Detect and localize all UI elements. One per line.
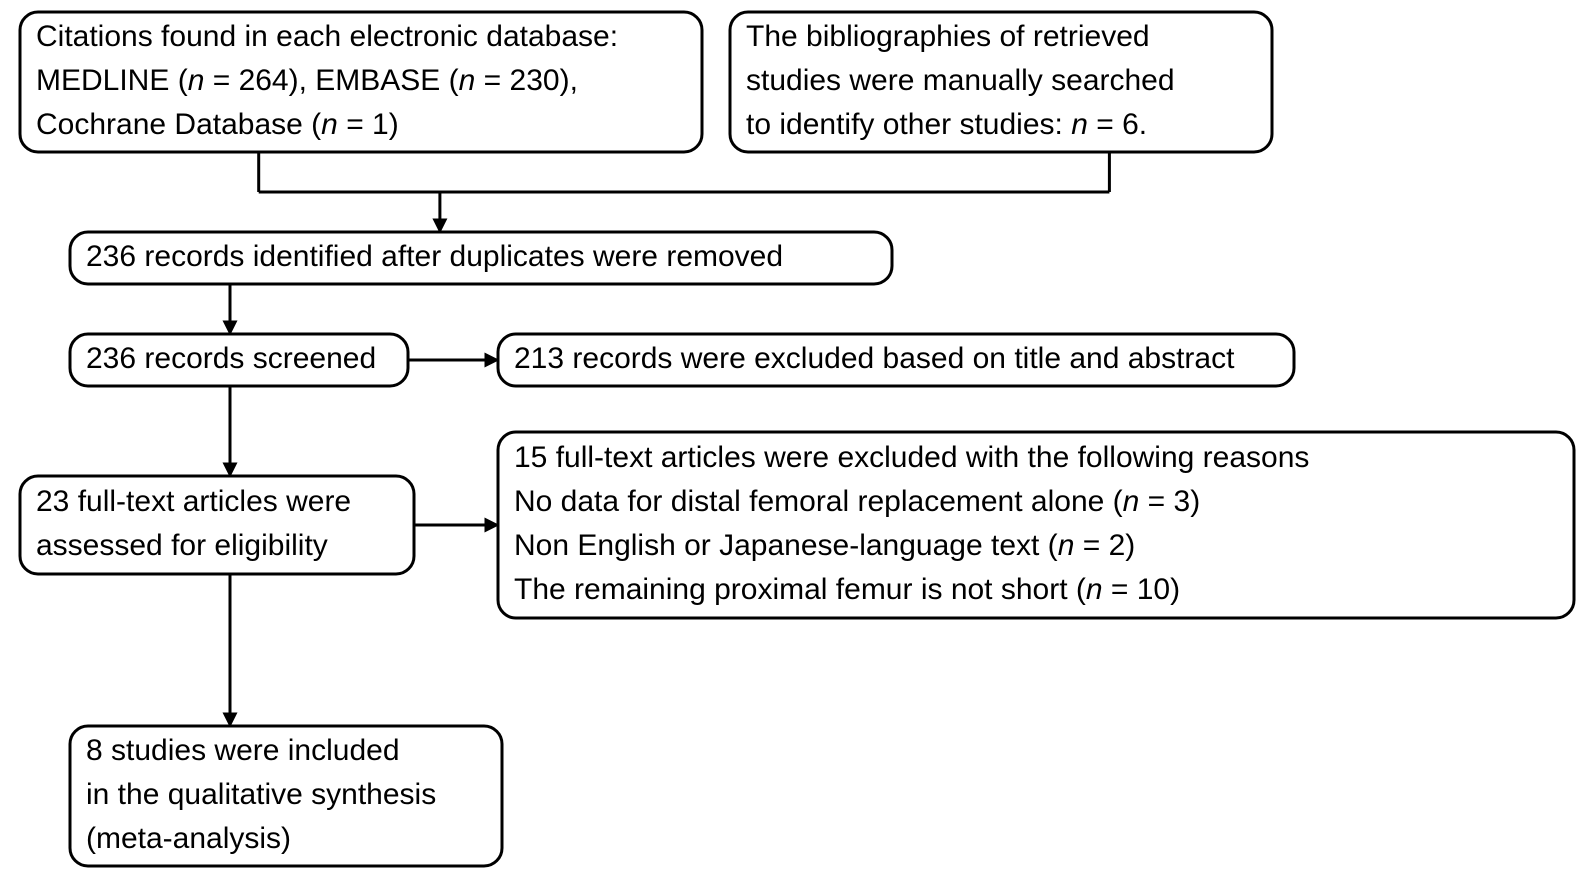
node-screened: 236 records screened: [70, 334, 408, 386]
node-included-line-0: 8 studies were included: [86, 734, 400, 767]
node-dedup-line-0: 236 records identified after duplicates …: [86, 240, 783, 273]
node-db: Citations found in each electronic datab…: [20, 12, 702, 152]
node-excl_title-line-0: 213 records were excluded based on title…: [514, 342, 1235, 375]
node-fulltext-line-1: assessed for eligibility: [36, 529, 328, 562]
node-db-line-1: MEDLINE (n = 264), EMBASE (n = 230),: [36, 64, 578, 97]
node-excl_title: 213 records were excluded based on title…: [498, 334, 1294, 386]
node-bib: The bibliographies of retrieved studies w…: [730, 12, 1272, 152]
node-excl_ft: 15 full-text articles were excluded with…: [498, 432, 1574, 618]
node-db-line-2: Cochrane Database (n = 1): [36, 108, 399, 141]
node-fulltext: 23 full-text articles were assessed for e…: [20, 476, 414, 574]
node-excl_ft-line-0: 15 full-text articles were excluded with…: [514, 441, 1309, 474]
node-included-line-1: in the qualitative synthesis: [86, 778, 436, 811]
node-bib-line-0: The bibliographies of retrieved: [746, 20, 1150, 53]
node-included-line-2: (meta-analysis): [86, 822, 291, 855]
node-included: 8 studies were included in the qualitativ…: [70, 726, 502, 866]
node-excl_ft-line-1: No data for distal femoral replacement a…: [514, 485, 1200, 518]
node-bib-line-2: to identify other studies: n = 6.: [746, 108, 1147, 141]
node-screened-line-0: 236 records screened: [86, 342, 376, 375]
node-excl_ft-line-3: The remaining proximal femur is not shor…: [514, 573, 1180, 606]
node-db-line-0: Citations found in each electronic datab…: [36, 20, 618, 53]
node-bib-line-1: studies were manually searched: [746, 64, 1175, 97]
node-excl_ft-line-2: Non English or Japanese-language text (n…: [514, 529, 1135, 562]
node-fulltext-line-0: 23 full-text articles were: [36, 485, 351, 518]
node-dedup: 236 records identified after duplicates …: [70, 232, 892, 284]
prisma-flowchart: Citations found in each electronic datab…: [0, 0, 1594, 879]
